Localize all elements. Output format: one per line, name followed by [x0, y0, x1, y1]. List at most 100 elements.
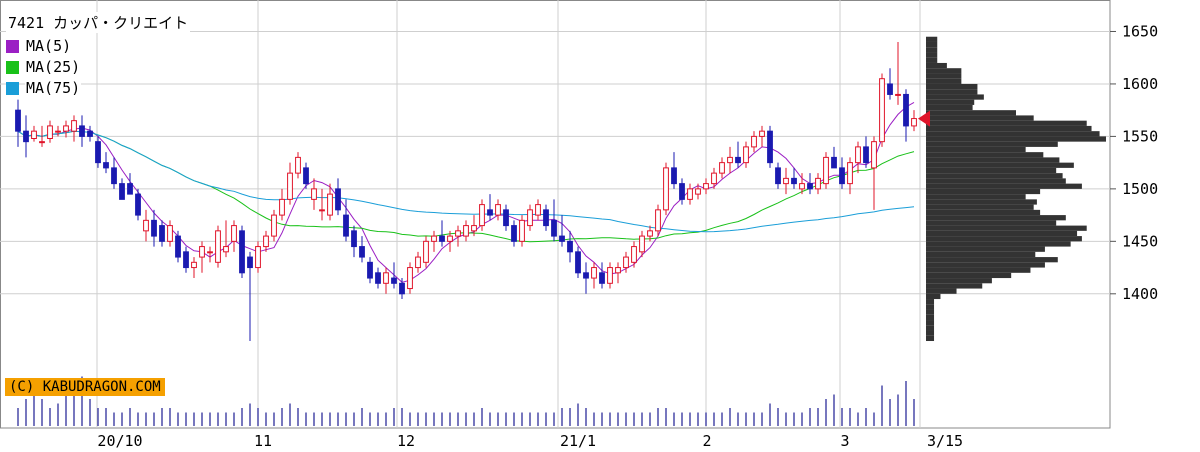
candle-body — [471, 225, 477, 232]
candle — [367, 257, 373, 284]
candle-body — [103, 162, 109, 169]
profile-bar — [926, 125, 1092, 132]
ma75-label: MA(75) — [25, 79, 82, 97]
candle-body — [847, 162, 853, 185]
candle — [375, 267, 381, 289]
candle-body — [711, 172, 717, 185]
candle — [575, 246, 581, 279]
candle — [479, 199, 485, 231]
volume-bar — [497, 412, 499, 426]
candle-body — [87, 130, 93, 137]
candle — [183, 246, 189, 273]
candle-body — [767, 130, 773, 164]
candle — [815, 173, 821, 195]
candle — [279, 188, 285, 221]
volume-bar — [225, 412, 227, 426]
profile-bar — [926, 199, 1037, 205]
profile-bar — [926, 257, 1058, 263]
candle-body — [703, 183, 709, 190]
volume-bar — [817, 408, 819, 426]
candle-body — [623, 256, 629, 269]
volume-bar — [609, 412, 611, 426]
candle-body — [535, 204, 541, 216]
profile-bar — [926, 115, 1034, 121]
candle-body — [319, 209, 325, 212]
volume-bar — [665, 408, 667, 426]
profile-bar — [926, 36, 938, 42]
volume-bar — [513, 412, 515, 426]
volume-bar — [329, 412, 331, 426]
volume-bar — [865, 408, 867, 426]
volume-bar — [57, 403, 59, 426]
candle-body — [679, 183, 685, 200]
volume-bar — [713, 412, 715, 426]
volume-bar — [185, 412, 187, 426]
candle-body — [607, 267, 613, 284]
candle — [687, 183, 693, 205]
candle — [751, 131, 757, 153]
candle — [607, 262, 613, 289]
profile-bar — [926, 272, 1012, 279]
x-tick-label: 3 — [840, 432, 849, 450]
candle — [95, 136, 101, 168]
candle-body — [367, 261, 373, 279]
profile-bar — [926, 278, 992, 284]
candle — [615, 262, 621, 284]
profile-bar — [926, 120, 1087, 126]
candle — [351, 225, 357, 258]
candle — [895, 41, 901, 105]
volume-bar — [305, 412, 307, 426]
x-tick-label: 20/10 — [97, 432, 142, 450]
volume-bar — [825, 399, 827, 426]
volume-bar — [433, 412, 435, 426]
profile-bar — [926, 283, 983, 289]
x-tick-label: 3/15 — [927, 432, 963, 450]
candle-body — [183, 251, 189, 269]
candle — [767, 125, 773, 168]
volume-bar — [489, 412, 491, 426]
candle-body — [543, 209, 549, 227]
candle-body — [63, 125, 69, 132]
candle-body — [127, 183, 133, 195]
candle — [271, 209, 277, 242]
candle-body — [279, 198, 285, 216]
candle — [191, 257, 197, 279]
candle — [199, 241, 205, 273]
candle — [655, 204, 661, 237]
volume-bar — [809, 408, 811, 426]
candle — [631, 241, 637, 268]
volume-bar — [473, 412, 475, 426]
candle-body — [591, 267, 597, 279]
x-tick-label: 2 — [702, 432, 711, 450]
volume-bar — [409, 412, 411, 426]
volume-bar — [81, 376, 83, 426]
volume-bar — [705, 412, 707, 426]
volume-bar — [97, 408, 99, 426]
candle — [599, 262, 605, 289]
candle — [903, 89, 909, 142]
volume-bar — [257, 408, 259, 426]
candle-body — [327, 193, 333, 216]
x-tick-label: 11 — [254, 432, 272, 450]
last-price-marker — [918, 110, 930, 127]
volume-bar — [129, 408, 131, 426]
ma25-swatch — [6, 60, 19, 74]
volume-bar — [17, 408, 19, 426]
candle-body — [615, 267, 621, 274]
volume-bar — [673, 412, 675, 426]
candle-body — [311, 188, 317, 200]
candle — [799, 173, 805, 195]
profile-bar — [926, 320, 935, 326]
volume-bar — [385, 412, 387, 426]
volume-bar — [569, 408, 571, 426]
candle — [543, 204, 549, 231]
profile-bar — [926, 110, 1016, 116]
profile-bar — [926, 136, 1106, 142]
candle — [143, 209, 149, 242]
volume-bar — [441, 412, 443, 426]
volume-bar — [601, 412, 603, 426]
candle-body — [55, 130, 61, 133]
volume-bar — [25, 399, 27, 426]
candle — [807, 173, 813, 195]
candle — [79, 115, 85, 147]
